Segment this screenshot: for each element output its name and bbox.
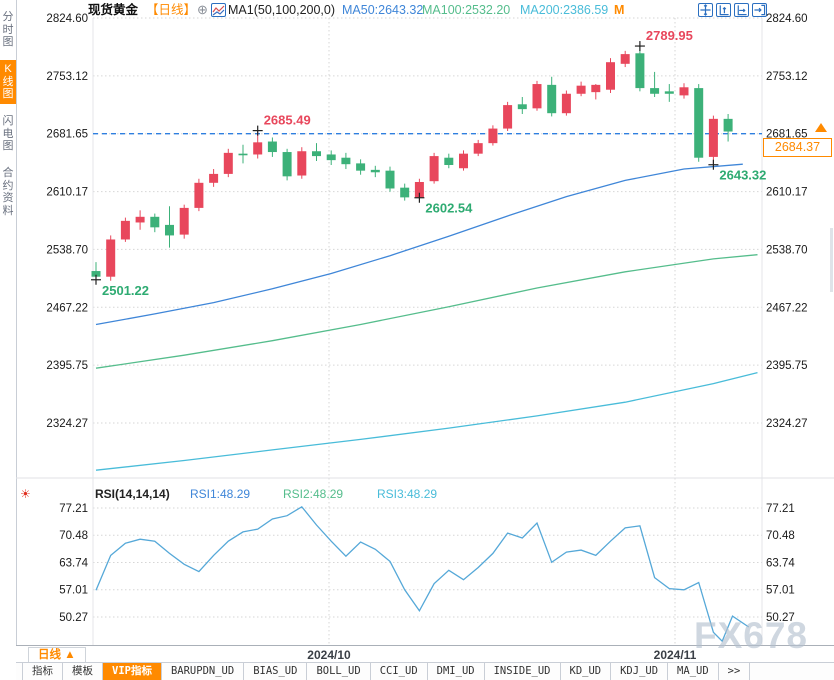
ma50-value: MA50:2643.32: [342, 3, 424, 17]
svg-text:2538.70: 2538.70: [46, 244, 88, 256]
svg-text:2753.12: 2753.12: [46, 71, 88, 83]
ma-params-label: MA1(50,100,200,0): [228, 3, 336, 17]
svg-text:2467.22: 2467.22: [766, 302, 808, 314]
tabbar-spacer: [16, 663, 23, 680]
symbol-name: 现货黄金: [88, 3, 139, 17]
tab-indicator[interactable]: 指标: [23, 663, 63, 680]
chevron-up-icon: ▲: [64, 649, 76, 661]
svg-text:2395.75: 2395.75: [766, 360, 808, 372]
tab-more[interactable]: >>: [719, 663, 751, 680]
svg-text:77.21: 77.21: [59, 503, 88, 515]
tab-bias-ud[interactable]: BIAS_UD: [244, 663, 308, 680]
svg-text:2685.49: 2685.49: [264, 113, 311, 128]
svg-text:2824.60: 2824.60: [766, 13, 808, 25]
svg-text:70.48: 70.48: [59, 530, 88, 542]
svg-text:57.01: 57.01: [766, 585, 795, 597]
current-price-badge: 2684.37: [763, 137, 832, 157]
x-tick-2024-11: 2024/11: [653, 648, 697, 662]
svg-text:50.27: 50.27: [766, 612, 795, 624]
svg-text:2681.65: 2681.65: [46, 129, 88, 141]
x-tick-2024-10: 2024/10: [307, 648, 351, 662]
grid-lines: [16, 17, 834, 645]
tab-kd-ud[interactable]: KD_UD: [561, 663, 612, 680]
period-label: 日线: [38, 649, 61, 661]
svg-text:2324.27: 2324.27: [766, 418, 808, 430]
svg-text:57.01: 57.01: [59, 585, 88, 597]
svg-text:2610.17: 2610.17: [766, 187, 808, 199]
ma50-line: [95, 163, 743, 326]
rsi1-value: RSI1:48.29: [190, 487, 251, 501]
svg-text:2501.22: 2501.22: [102, 283, 149, 298]
svg-text:70.48: 70.48: [766, 530, 795, 542]
ma100-value: MA100:2532.20: [422, 3, 511, 17]
rsi-line: [95, 505, 750, 643]
tab-ma-ud[interactable]: MA_UD: [668, 663, 719, 680]
rsi-title: RSI(14,14,14): [95, 487, 170, 501]
left-sidebar: 分时图 K线图 闪电图 合约资料: [0, 0, 17, 680]
tab-barupdn-ud[interactable]: BARUPDN_UD: [162, 663, 245, 680]
m-button[interactable]: M: [614, 3, 625, 17]
sidebar-item-contract-info[interactable]: 合约资料: [2, 167, 14, 217]
pan-icon[interactable]: [698, 3, 713, 17]
tab-inside-ud[interactable]: INSIDE_UD: [485, 663, 561, 680]
svg-text:2753.12: 2753.12: [766, 71, 808, 83]
sidebar-item-kline-chart[interactable]: K线图: [0, 60, 16, 104]
svg-text:2324.27: 2324.27: [46, 418, 88, 430]
tab-vip-indicator[interactable]: VIP指标: [103, 663, 162, 680]
axis-scale-vertical-icon[interactable]: [716, 3, 731, 17]
current-price-arrow-icon: [815, 122, 827, 132]
svg-text:50.27: 50.27: [59, 612, 88, 624]
svg-text:77.21: 77.21: [766, 503, 795, 515]
svg-text:63.74: 63.74: [59, 558, 88, 570]
watermark: FX678: [694, 615, 809, 656]
scrollbar-thumb[interactable]: [830, 228, 833, 292]
svg-text:2643.32: 2643.32: [719, 168, 766, 183]
period-selector-button[interactable]: 日线 ▲: [28, 647, 86, 664]
tab-cci-ud[interactable]: CCI_UD: [371, 663, 428, 680]
svg-text:2789.95: 2789.95: [646, 28, 693, 43]
ma100-line: [95, 254, 758, 369]
sidebar-item-time-chart[interactable]: 分时图: [2, 11, 14, 48]
period-tag[interactable]: 【日线】: [146, 3, 197, 17]
sidebar-item-lightning-chart[interactable]: 闪电图: [2, 115, 14, 152]
ma200-value: MA200:2386.59: [520, 3, 609, 17]
candlestick-series: [91, 46, 733, 281]
add-indicator-icon[interactable]: ⊕: [197, 2, 208, 17]
rsi2-value: RSI2:48.29: [283, 487, 344, 501]
axis-scale-horizontal-icon[interactable]: [734, 3, 749, 17]
svg-text:2395.75: 2395.75: [46, 360, 88, 372]
tab-template[interactable]: 模板: [63, 663, 103, 680]
time-axis-row: [16, 645, 834, 663]
indicator-tabbar: 指标 模板 VIP指标 BARUPDN_UD BIAS_UD BOLL_UD C…: [16, 662, 834, 680]
tab-kdj-ud[interactable]: KDJ_UD: [611, 663, 669, 680]
rsi3-value: RSI3:48.29: [377, 487, 438, 501]
svg-text:63.74: 63.74: [766, 558, 795, 570]
svg-text:2610.17: 2610.17: [46, 187, 88, 199]
price-annotations: 2501.22 2685.49 2602.54 2789.95 2643.32: [91, 28, 766, 298]
tab-boll-ud[interactable]: BOLL_UD: [307, 663, 371, 680]
line-chart-icon: [211, 3, 226, 17]
svg-text:2824.60: 2824.60: [46, 13, 88, 25]
ma200-line: [95, 371, 758, 471]
svg-text:2467.22: 2467.22: [46, 302, 88, 314]
exit-chart-icon[interactable]: [752, 3, 767, 17]
tab-dmi-ud[interactable]: DMI_UD: [428, 663, 485, 680]
svg-text:2538.70: 2538.70: [766, 244, 808, 256]
svg-text:2602.54: 2602.54: [425, 201, 473, 216]
rsi-settings-sun-icon[interactable]: ☀: [20, 487, 31, 501]
